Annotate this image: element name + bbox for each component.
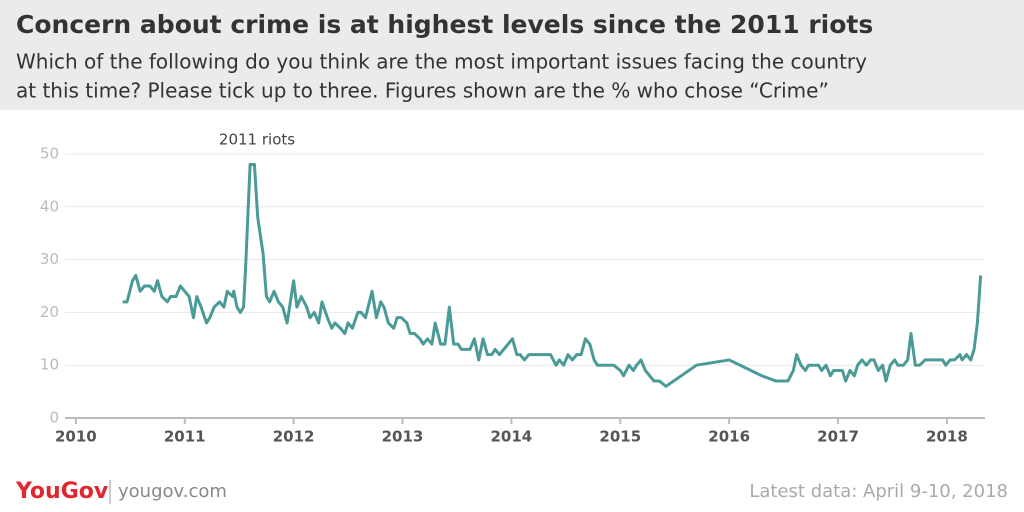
- y-tick-label: 30: [40, 250, 59, 268]
- x-tick-label: 2015: [599, 428, 641, 446]
- header-bg: [0, 0, 1024, 110]
- chart-title: Concern about crime is at highest levels…: [16, 10, 873, 39]
- x-tick-label: 2011: [164, 428, 206, 446]
- x-tick-label: 2018: [926, 428, 968, 446]
- x-tick-label: 2016: [708, 428, 750, 446]
- subtitle: Which of the following do you think are …: [16, 50, 867, 74]
- subtitle: at this time? Please tick up to three. F…: [16, 79, 829, 103]
- line: [122, 163, 983, 388]
- y-tick-label: 50: [40, 145, 59, 163]
- x-tick-label: 2010: [55, 428, 97, 446]
- logo: YouGov: [15, 479, 109, 504]
- annotation: 2011 riots: [219, 131, 295, 149]
- y-tick-label: 20: [40, 303, 59, 321]
- y-tick-label: 40: [40, 197, 59, 215]
- x-tick-label: 2012: [273, 428, 315, 446]
- x-tick-label: 2013: [382, 428, 424, 446]
- x-tick-label: 2017: [817, 428, 859, 446]
- y-tick-label: 0: [49, 409, 59, 427]
- x-tick-label: 2014: [491, 428, 533, 446]
- footer-note: Latest data: April 9-10, 2018: [749, 481, 1008, 502]
- y-tick-label: 10: [40, 356, 59, 374]
- site: yougov.com: [118, 481, 227, 502]
